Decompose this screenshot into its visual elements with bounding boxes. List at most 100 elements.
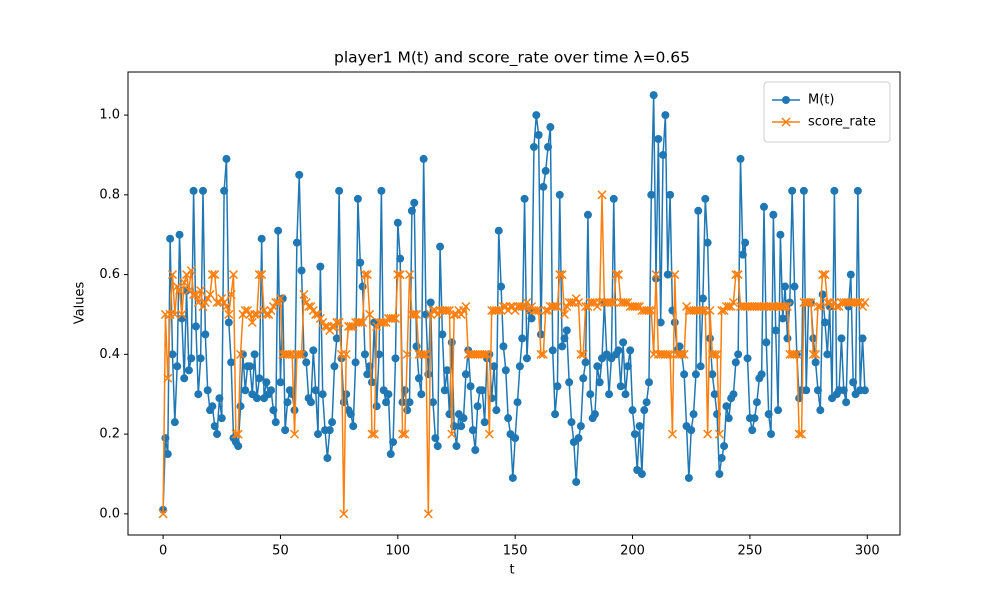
marker <box>757 370 766 379</box>
marker <box>649 91 658 100</box>
marker <box>480 418 489 427</box>
marker <box>386 450 395 459</box>
marker <box>393 218 402 227</box>
marker <box>576 349 586 359</box>
marker <box>842 398 851 407</box>
marker <box>644 378 653 387</box>
marker <box>367 378 376 387</box>
marker <box>717 454 726 463</box>
marker <box>544 142 553 151</box>
marker <box>541 166 550 175</box>
marker <box>609 194 618 203</box>
marker <box>619 338 628 347</box>
marker <box>659 150 668 159</box>
marker <box>283 398 292 407</box>
marker <box>275 293 285 304</box>
marker <box>531 305 541 316</box>
marker <box>782 301 792 312</box>
marker <box>384 390 393 399</box>
marker <box>780 301 790 312</box>
marker <box>522 354 531 363</box>
marker <box>661 111 670 120</box>
marker <box>558 342 567 351</box>
marker <box>400 429 410 439</box>
marker <box>597 190 607 200</box>
marker <box>482 349 492 359</box>
marker <box>210 422 219 431</box>
marker <box>527 314 536 323</box>
marker <box>647 190 656 199</box>
marker <box>161 434 170 443</box>
marker <box>614 346 623 355</box>
marker <box>391 354 400 363</box>
marker <box>534 131 543 140</box>
marker <box>536 330 545 339</box>
x-axis-label: t <box>509 563 514 578</box>
marker <box>813 301 823 312</box>
marker <box>574 434 583 443</box>
marker <box>642 398 651 407</box>
marker <box>644 305 654 316</box>
marker <box>414 374 423 383</box>
marker <box>815 301 825 312</box>
x-tick-label: 300 <box>855 544 880 559</box>
marker <box>646 305 656 316</box>
marker <box>198 186 207 195</box>
marker <box>222 154 231 163</box>
marker <box>367 429 377 439</box>
marker <box>170 418 179 427</box>
marker <box>231 429 241 439</box>
marker <box>560 334 569 343</box>
marker <box>550 301 560 312</box>
marker <box>297 349 307 359</box>
marker <box>388 313 398 323</box>
marker <box>667 429 677 439</box>
marker <box>250 350 259 359</box>
marker <box>471 446 480 455</box>
marker <box>480 349 490 359</box>
marker <box>179 278 189 288</box>
marker <box>490 362 499 371</box>
marker <box>689 410 698 419</box>
marker <box>314 430 323 439</box>
marker <box>555 190 564 199</box>
marker <box>651 270 661 280</box>
marker <box>606 297 616 308</box>
series <box>159 91 869 514</box>
marker <box>419 154 428 163</box>
marker <box>461 370 470 379</box>
marker <box>316 262 325 271</box>
marker <box>292 238 301 247</box>
marker <box>397 429 408 439</box>
marker <box>196 286 206 296</box>
marker <box>623 362 632 371</box>
marker <box>184 366 193 375</box>
legend-marker <box>782 96 790 104</box>
marker <box>710 349 720 359</box>
marker <box>738 250 747 259</box>
marker <box>267 386 276 395</box>
marker <box>358 282 367 291</box>
marker <box>508 473 517 482</box>
marker <box>215 394 224 403</box>
marker <box>174 286 185 296</box>
marker <box>330 362 339 371</box>
marker <box>705 305 715 316</box>
x-tick-label: 150 <box>503 544 528 559</box>
marker <box>311 386 320 395</box>
marker <box>802 386 811 395</box>
marker <box>860 386 869 395</box>
marker <box>250 309 260 319</box>
marker <box>513 398 522 407</box>
marker <box>694 206 703 215</box>
marker <box>227 358 236 367</box>
marker <box>257 234 266 243</box>
marker <box>226 289 236 300</box>
marker <box>410 198 419 207</box>
marker <box>776 230 785 239</box>
marker <box>163 373 173 383</box>
marker <box>818 270 828 280</box>
marker <box>736 154 745 163</box>
marker <box>578 349 588 359</box>
